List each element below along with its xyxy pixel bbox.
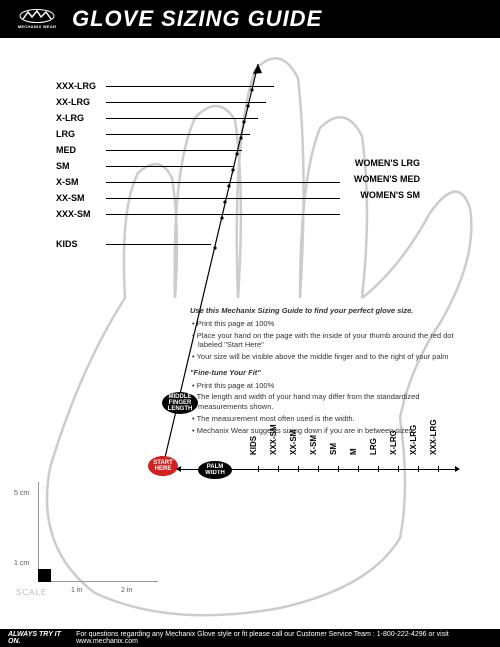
scale-horizontal-axis: [38, 581, 158, 582]
finger-size-label: X-LRG: [56, 113, 106, 123]
palm-tick: [298, 466, 299, 472]
finger-size-row: XXX-LRG: [56, 80, 106, 92]
footer-text: For questions regarding any Mechanix Glo…: [76, 631, 492, 645]
scale-label-5cm: 5 cm: [14, 490, 29, 497]
finger-size-label: XXX-LRG: [56, 81, 106, 91]
finger-size-row: X-SM: [56, 176, 106, 188]
scale-label-2in: 2 in: [121, 587, 132, 594]
finger-size-row: XX-LRG: [56, 96, 106, 108]
finger-size-row: XXX-SM: [56, 208, 106, 220]
palm-tick: [258, 466, 259, 472]
finger-size-line: [106, 150, 242, 151]
instructions-heading-2: "Fine-tune Your Fit": [190, 368, 460, 378]
palm-tick: [398, 466, 399, 472]
scale-label-1cm: 1 cm: [14, 560, 29, 567]
instruction-bullet: The measurement most often used is the w…: [198, 414, 460, 424]
content-area: XXX-LRG XX-LRG X-LRG LRG MED SM X-SM XX-SM XXX-S…: [0, 38, 500, 627]
palm-tick: [378, 466, 379, 472]
instructions-block: Use this Mechanix Sizing Guide to find y…: [190, 306, 460, 437]
palm-width-badge: PALM WIDTH: [198, 461, 232, 479]
womens-size-label: WOMEN'S LRG: [355, 158, 420, 168]
finger-size-row: MED: [56, 144, 106, 156]
palm-tick: [358, 466, 359, 472]
instruction-bullet: Mechanix Wear suggests sizing down if yo…: [198, 426, 460, 436]
logo-gear-icon: [19, 9, 55, 23]
instruction-bullet: Place your hand on the page with the ins…: [198, 331, 460, 351]
instruction-bullet: Print this page at 100%: [198, 381, 460, 391]
finger-size-label: KIDS: [56, 239, 106, 249]
finger-size-label: X-SM: [56, 177, 106, 187]
scale-reference: 5 cm 1 cm 1 in 2 in SCALE: [16, 477, 166, 597]
finger-size-line: [106, 198, 340, 199]
finger-size-line: [106, 166, 234, 167]
instructions-heading-1: Use this Mechanix Sizing Guide to find y…: [190, 306, 460, 316]
finger-size-row: SM: [56, 160, 106, 172]
womens-size-label: WOMEN'S MED: [354, 174, 420, 184]
instruction-bullet: Your size will be visible above the midd…: [198, 352, 460, 362]
finger-size-line: [106, 102, 266, 103]
finger-size-row: LRG: [56, 128, 106, 140]
palm-tick: [338, 466, 339, 472]
finger-size-row: XX-SM: [56, 192, 106, 204]
finger-size-label: MED: [56, 145, 106, 155]
palm-tick: [418, 466, 419, 472]
finger-size-label: XX-LRG: [56, 97, 106, 107]
finger-size-line: [106, 134, 250, 135]
palm-tick: [438, 466, 439, 472]
footer-bold: ALWAYS TRY IT ON.: [8, 631, 72, 645]
finger-size-label: SM: [56, 161, 106, 171]
scale-vertical-axis: [38, 482, 39, 582]
finger-size-label: XX-SM: [56, 193, 106, 203]
finger-size-row: X-LRG: [56, 112, 106, 124]
scale-word: SCALE: [16, 588, 47, 597]
finger-size-label: LRG: [56, 129, 106, 139]
scale-label-1in: 1 in: [71, 587, 82, 594]
finger-size-line: [106, 244, 211, 245]
scale-square: [38, 569, 51, 582]
palm-tick: [278, 466, 279, 472]
finger-size-line: [106, 214, 340, 215]
brand-logo: MECHANIX WEAR: [12, 8, 62, 30]
header-bar: MECHANIX WEAR GLOVE SIZING GUIDE: [0, 0, 500, 38]
page-title: GLOVE SIZING GUIDE: [72, 6, 322, 32]
finger-size-label: XXX-SM: [56, 209, 106, 219]
womens-size-label: WOMEN'S SM: [360, 190, 420, 200]
instruction-bullet: The length and width of your hand may di…: [198, 392, 460, 412]
finger-size-row: KIDS: [56, 238, 106, 250]
instruction-bullet: Print this page at 100%: [198, 319, 460, 329]
finger-size-line: [106, 86, 274, 87]
middle-finger-length-badge: MIDDLE FINGER LENGTH: [162, 392, 198, 414]
palm-size-labels: KIDSXXX-SMXX-SMX-SMSMMLRGX-LRGXX-LRGXXX-…: [258, 446, 438, 455]
palm-tick: [318, 466, 319, 472]
finger-size-line: [106, 118, 258, 119]
logo-text: MECHANIX WEAR: [18, 24, 57, 29]
finger-size-line: [106, 182, 340, 183]
footer-bar: ALWAYS TRY IT ON. For questions regardin…: [0, 629, 500, 647]
